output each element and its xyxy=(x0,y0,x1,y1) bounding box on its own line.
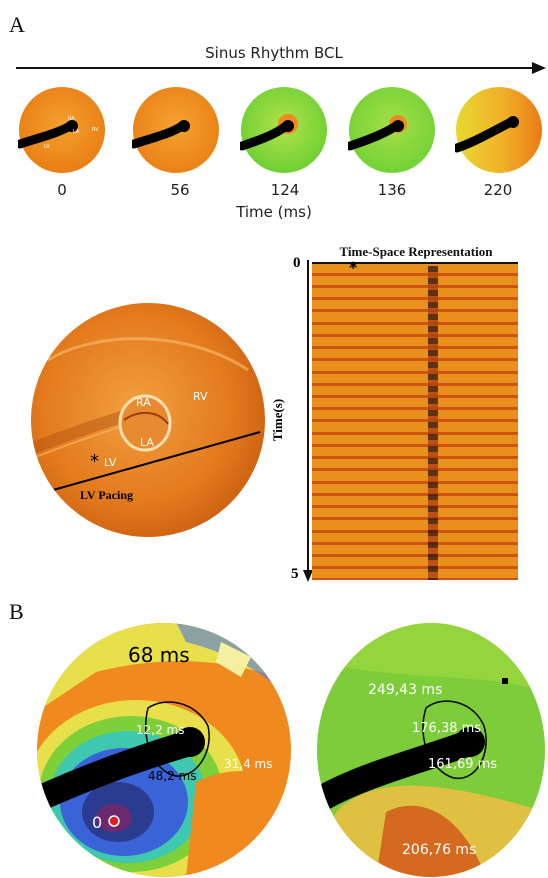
ts-axis xyxy=(303,260,313,582)
time-arrow xyxy=(16,62,546,74)
frame0-la-label: LA xyxy=(73,129,80,135)
ts-stripe xyxy=(312,505,518,509)
ts-stripe xyxy=(312,566,518,570)
activation-map-right: 249,43 ms 176,38 ms 161,69 ms 206,76 ms xyxy=(317,623,545,877)
map-right-value-1: 249,43 ms xyxy=(368,682,442,698)
time-space-map xyxy=(312,262,518,580)
frame-time-0: 0 xyxy=(57,181,67,199)
ts-stripe xyxy=(312,358,518,362)
ts-y-label: Time(s) xyxy=(270,398,285,442)
frame-time-136: 136 xyxy=(377,181,407,199)
frame-220 xyxy=(455,87,542,173)
ts-stripe xyxy=(312,529,518,533)
map-left-title: 68 ms xyxy=(128,643,190,667)
ts-stripe xyxy=(312,321,518,325)
heart-la-label: LA xyxy=(140,436,154,449)
ts-conduction-band xyxy=(428,266,438,580)
ts-y-end: 5 xyxy=(291,566,299,582)
lv-pacing-label: LV Pacing xyxy=(80,488,133,502)
frame-time-56: 56 xyxy=(170,181,190,199)
ts-stripe xyxy=(312,456,518,460)
map-left-origin: 0 xyxy=(92,813,102,832)
map-right-value-3: 161,69 ms xyxy=(428,757,497,772)
ts-stripe xyxy=(312,419,518,423)
heart-ra-label: RA xyxy=(136,396,151,409)
activation-map-left: 68 ms 0 12,2 ms 48,2 ms 31,4 ms xyxy=(37,623,291,877)
frame0-lv-label: LV xyxy=(44,144,50,150)
map-right-value-4: 206,76 ms xyxy=(402,842,476,858)
frame0-ra-label: RA xyxy=(68,116,75,122)
ts-stripe xyxy=(312,309,518,313)
heart-rv-label: RV xyxy=(193,390,208,403)
ts-stripe xyxy=(312,333,518,337)
frame-time-220: 220 xyxy=(483,181,513,199)
sinus-rhythm-label: Sinus Rhythm BCL xyxy=(205,44,343,62)
ts-y-start: 0 xyxy=(293,255,301,271)
ts-stripe xyxy=(312,541,518,545)
map-left-value-3: 31,4 ms xyxy=(224,757,272,771)
frame-0: RA LA RV LV xyxy=(18,87,105,173)
panel-a-label: A xyxy=(9,12,25,37)
ts-stripe xyxy=(312,468,518,472)
heart-lv-label: LV xyxy=(104,456,117,469)
ts-stripe xyxy=(312,297,518,301)
heart-photo: RA LA RV * LV LV Pacing xyxy=(29,301,267,539)
ts-stripe xyxy=(312,431,518,435)
ts-stripe xyxy=(312,346,518,350)
ts-stripe xyxy=(312,382,518,386)
ts-stripe xyxy=(312,517,518,521)
ts-stripe xyxy=(312,395,518,399)
ts-stripe xyxy=(312,284,518,288)
ts-stripe xyxy=(312,480,518,484)
ts-stripe xyxy=(312,407,518,411)
panel-b-label: B xyxy=(9,599,24,624)
time-axis-label: Time (ms) xyxy=(236,203,312,221)
ts-stripe xyxy=(312,492,518,496)
frame0-rv-label: RV xyxy=(92,127,99,133)
map-right-value-2: 176,38 ms xyxy=(412,721,481,736)
ts-stripe xyxy=(312,443,518,447)
ts-stripe xyxy=(312,370,518,374)
ts-stripe xyxy=(312,272,518,276)
time-space-title: Time-Space Representation xyxy=(339,244,493,259)
ts-stripe xyxy=(312,578,518,580)
ts-stripe xyxy=(312,554,518,558)
pacing-site-marker: * xyxy=(90,451,99,472)
frame-124 xyxy=(240,87,327,173)
frame-136 xyxy=(348,87,435,173)
frame-56 xyxy=(132,87,219,173)
frame-time-124: 124 xyxy=(270,181,300,199)
map-left-value-2: 48,2 ms xyxy=(148,769,196,783)
ts-stimulus-marker: * xyxy=(349,258,358,277)
map-left-value-1: 12,2 ms xyxy=(136,723,184,737)
